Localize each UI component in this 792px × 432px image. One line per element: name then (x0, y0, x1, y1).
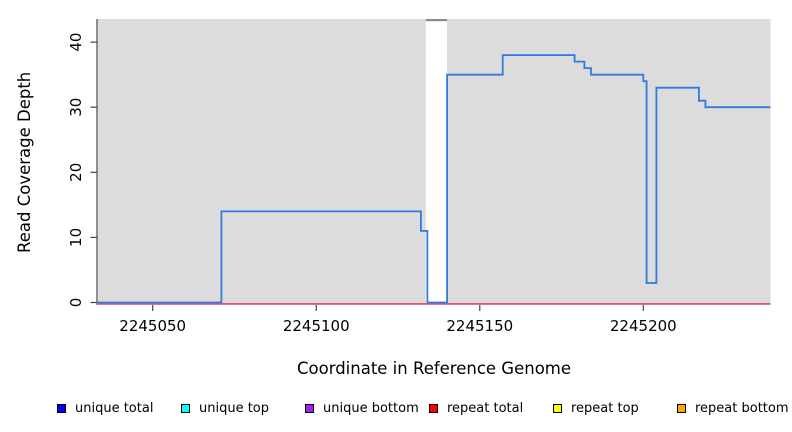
x-axis-title: Coordinate in Reference Genome (296, 359, 572, 378)
y-axis-title: Read Coverage Depth (15, 71, 34, 253)
gap-band-cap (425, 19, 448, 22)
y-tick-label: 40 (67, 33, 85, 52)
coverage-line-unique-total (98, 54, 771, 304)
y-tick-label: 30 (67, 98, 85, 117)
y-tick-label: 0 (67, 298, 85, 308)
gap-band (425, 19, 448, 305)
x-tick-label: 2245150 (446, 317, 513, 335)
y-tick-label: 20 (67, 163, 85, 182)
x-tick-label: 2245050 (119, 317, 186, 335)
x-tick-label: 2245200 (610, 317, 677, 335)
y-tick-label: 10 (67, 228, 85, 247)
x-tick-label: 2245100 (283, 317, 350, 335)
